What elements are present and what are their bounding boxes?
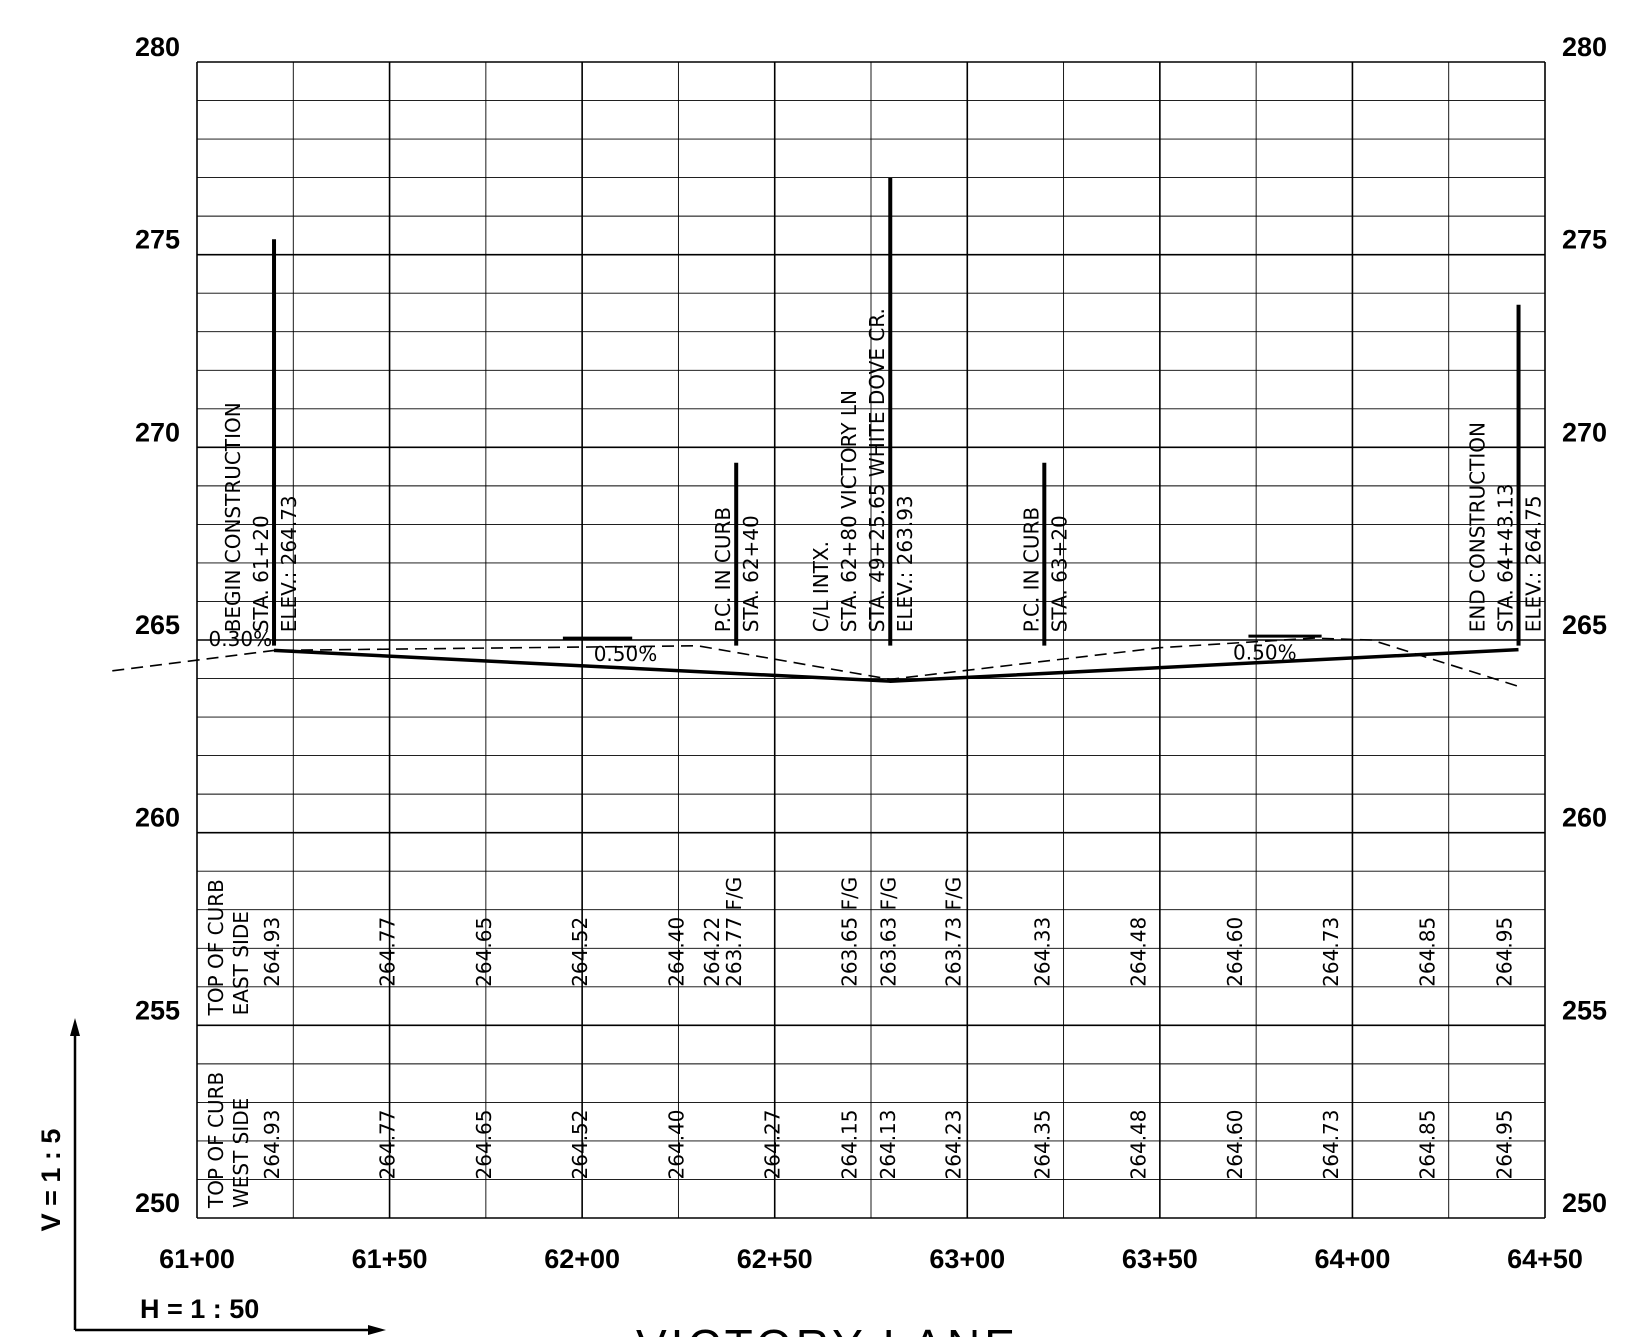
curb-elevation-value: 264.23 (942, 1109, 966, 1179)
existing-ground-line (112, 637, 1519, 687)
station-label: 61+50 (352, 1244, 428, 1274)
curb-elevation-value: 264.65 (472, 1109, 496, 1179)
vertical-scale-arrowhead (70, 1018, 80, 1036)
station-label: 63+50 (1122, 1244, 1198, 1274)
callout-text: C/L INTX. (809, 541, 833, 632)
curb-elevation-value: 264.48 (1127, 917, 1151, 987)
curb-table-label: TOP OF CURB (204, 1072, 228, 1209)
drawing-title: VICTORY LANE (636, 1320, 1019, 1337)
curb-elevation-value: 264.60 (1223, 1109, 1247, 1179)
curb-elevation-value: 264.77 (376, 917, 400, 987)
callout-text: STA. 63+20 (1047, 515, 1071, 632)
curb-table-label: TOP OF CURB (204, 879, 228, 1016)
station-label: 63+00 (929, 1244, 1005, 1274)
curb-elevation-value: 264.52 (568, 1109, 592, 1179)
elevation-label-right: 260 (1562, 803, 1607, 833)
curb-elevation-value: 264.48 (1127, 1109, 1151, 1179)
callout-text: END CONSTRUCTION (1466, 422, 1490, 632)
curb-elevation-value: 263.77 F/G (722, 877, 746, 987)
vertical-scale-label: V = 1 : 5 (36, 1129, 66, 1232)
callout-text: STA. 64+43.13 (1494, 483, 1518, 632)
curb-elevation-value: 264.95 (1492, 1109, 1516, 1179)
curb-elevation-value: 263.73 F/G (942, 877, 966, 987)
profile-lines: 0.30% 0.50% 0.50% (112, 627, 1519, 687)
curb-elevation-value: 264.93 (260, 1109, 284, 1179)
horizontal-scale-arrowhead (368, 1325, 386, 1335)
callout-text: P.C. IN CURB (711, 507, 735, 632)
curb-elevation-value: 264.27 (761, 1109, 785, 1179)
curb-elevation-value: 264.40 (664, 917, 688, 987)
callout-text: BEGIN CONSTRUCTION (221, 402, 245, 632)
station-label: 64+50 (1507, 1244, 1583, 1274)
curb-elevation-value: 263.63 F/G (876, 877, 900, 987)
curb-elevation-value: 264.65 (472, 917, 496, 987)
station-label: 64+00 (1315, 1244, 1391, 1274)
elevation-label-left: 255 (135, 995, 180, 1025)
callout-text: STA. 49+25.65 WHITE DOVE CR. (865, 308, 889, 632)
station-label: 62+00 (544, 1244, 620, 1274)
callout-pc1: P.C. IN CURB STA. 62+40 (711, 462, 763, 646)
station-label: 61+00 (159, 1244, 235, 1274)
horizontal-scale-label: H = 1 : 50 (140, 1294, 259, 1324)
elevation-label-right: 280 (1562, 32, 1607, 62)
grid (196, 61, 1546, 1219)
slope-label: 0.50% (594, 642, 658, 666)
curb-elevation-value: 264.60 (1223, 917, 1247, 987)
callout-text: STA. 62+40 (739, 515, 763, 632)
elevation-label-right: 255 (1562, 995, 1607, 1025)
curb-elevation-value: 264.35 (1030, 1109, 1054, 1179)
callout-text: ELEV.: 264.73 (277, 495, 301, 632)
curb-elevation-value: 263.65 F/G (838, 877, 862, 987)
curb-tables: TOP OF CURB EAST SIDE 264.93 264.77 264.65 26… (204, 877, 1516, 1209)
elevation-label-right: 265 (1562, 610, 1607, 640)
curb-table-label: EAST SIDE (229, 911, 253, 1015)
station-callouts: BEGIN CONSTRUCTION STA. 61+20 ELEV.: 264.7… (221, 177, 1546, 646)
curb-elevation-value: 264.85 (1415, 917, 1439, 987)
curb-elevation-value: 264.22 (700, 917, 724, 987)
curb-table-east: TOP OF CURB EAST SIDE 264.93 264.77 264.65 26… (204, 877, 1516, 1017)
callout-text: ELEV.: 264.75 (1522, 495, 1546, 632)
curb-elevation-value: 264.85 (1415, 1109, 1439, 1179)
callout-end: END CONSTRUCTION STA. 64+43.13 ELEV.: 264.… (1466, 304, 1546, 646)
curb-elevation-value: 264.52 (568, 917, 592, 987)
axis-labels: 280 280 275 275 270 270 265 265 260 260 255 255 250 2… (135, 32, 1607, 1274)
curb-elevation-value: 264.73 (1319, 1109, 1343, 1179)
elevation-label-right: 275 (1562, 225, 1607, 255)
callout-text: STA. 62+80 VICTORY LN (837, 390, 861, 632)
callout-begin: BEGIN CONSTRUCTION STA. 61+20 ELEV.: 264.7… (221, 239, 301, 646)
callout-text: P.C. IN CURB (1019, 507, 1043, 632)
curb-elevation-value: 264.15 (838, 1109, 862, 1179)
callout-intx: C/L INTX. STA. 62+80 VICTORY LN STA. 49+25… (809, 177, 917, 646)
callout-pc2: P.C. IN CURB STA. 63+20 (1019, 462, 1071, 646)
callout-text: STA. 61+20 (249, 515, 273, 632)
curb-elevation-value: 264.77 (376, 1109, 400, 1179)
curb-elevation-value: 264.73 (1319, 917, 1343, 987)
callout-text: ELEV.: 263.93 (893, 495, 917, 632)
curb-table-label: WEST SIDE (229, 1098, 253, 1208)
elevation-label-right: 270 (1562, 417, 1607, 447)
elevation-label-left: 260 (135, 803, 180, 833)
slope-label: 0.30% (209, 627, 273, 651)
elevation-label-right: 250 (1562, 1188, 1607, 1218)
proposed-grade-line (273, 647, 1519, 683)
slope-label: 0.50% (1233, 640, 1297, 664)
station-label: 62+50 (737, 1244, 813, 1274)
curb-elevation-value: 264.93 (260, 917, 284, 987)
elevation-label-left: 280 (135, 32, 180, 62)
curb-elevation-value: 264.40 (664, 1109, 688, 1179)
elevation-label-left: 250 (135, 1188, 180, 1218)
curb-elevation-value: 264.33 (1030, 917, 1054, 987)
curb-table-west: TOP OF CURB WEST SIDE 264.93 264.77 264.65 26… (204, 1072, 1516, 1209)
scale-indicator: V = 1 : 5 H = 1 : 50 (36, 1018, 386, 1335)
curb-elevation-value: 264.95 (1492, 917, 1516, 987)
curb-elevation-value: 264.13 (876, 1109, 900, 1179)
elevation-label-left: 270 (135, 417, 180, 447)
elevation-label-left: 275 (135, 225, 180, 255)
elevation-label-left: 265 (135, 610, 180, 640)
